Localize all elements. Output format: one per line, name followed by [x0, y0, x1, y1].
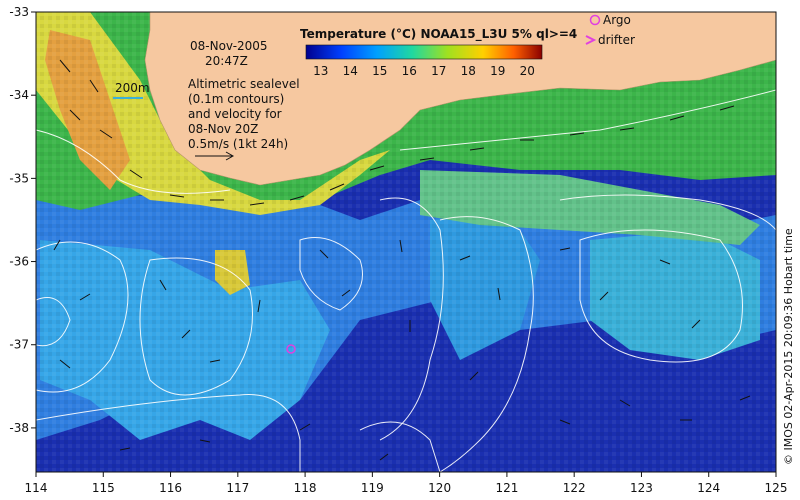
lon-tick-label: 124: [697, 481, 720, 495]
colorbar-tick-label: 14: [343, 64, 358, 78]
argo-legend-label: Argo: [603, 13, 631, 27]
desc-line-2: (0.1m contours): [188, 92, 284, 106]
desc-line-1: Altimetric sealevel: [188, 77, 300, 91]
lat-tick-label: -35: [9, 171, 29, 185]
colorbar-ticks: 13 14 15 16 17 18 19 20: [313, 64, 535, 78]
lat-tick-label: -38: [9, 421, 29, 435]
lon-tick-label: 120: [428, 481, 451, 495]
desc-line-4: 08-Nov 20Z: [188, 122, 258, 136]
scale-bar-label: 200m: [115, 81, 150, 95]
longitude-axis: 114 115 116 117 118 119 120 121 122 123 124 125: [25, 472, 788, 495]
lon-tick-label: 115: [92, 481, 115, 495]
drifter-legend-label: drifter: [598, 33, 635, 47]
colorbar-tick-label: 16: [402, 64, 417, 78]
colorbar: [305, 44, 543, 60]
velocity-scale-label: 0.5m/s (1kt 24h): [188, 137, 288, 151]
colorbar-tick-label: 15: [372, 64, 387, 78]
map-time: 20:47Z: [205, 54, 248, 68]
lon-tick-label: 119: [361, 481, 384, 495]
credit-text: © IMOS 02-Apr-2015 20:09:36 Hobart time: [782, 228, 795, 465]
argo-marker-icon: [589, 14, 601, 26]
lon-tick-label: 118: [294, 481, 317, 495]
drifter-marker-icon: [585, 35, 597, 45]
lon-tick-label: 123: [630, 481, 653, 495]
lon-tick-label: 125: [765, 481, 788, 495]
land-mass: [144, 12, 776, 186]
argo-float-icon: [286, 344, 296, 354]
map-date: 08-Nov-2005: [190, 39, 268, 53]
lon-tick-label: 114: [25, 481, 48, 495]
colorbar-tick-label: 17: [431, 64, 446, 78]
lat-tick-label: -33: [9, 5, 29, 19]
lon-tick-label: 122: [563, 481, 586, 495]
map-border: [35, 11, 777, 473]
map-area: 200m 08-Nov-2005 20:47Z Altimetric seale…: [36, 12, 776, 472]
lon-tick-label: 117: [226, 481, 249, 495]
velocity-arrows: [53, 59, 751, 461]
lat-tick-label: -36: [9, 255, 29, 269]
colorbar-title: Temperature (°C) NOAA15_L3U 5% ql>=4: [300, 27, 577, 42]
colorbar-tick-label: 20: [520, 64, 535, 78]
lat-tick-label: -34: [9, 88, 29, 102]
sealevel-contours: [36, 89, 776, 472]
lon-tick-label: 121: [495, 481, 518, 495]
latitude-axis: -33 -34 -35 -36 -37 -38: [9, 5, 36, 435]
colorbar-tick-label: 19: [490, 64, 505, 78]
colorbar-tick-label: 18: [461, 64, 476, 78]
colorbar-tick-label: 13: [313, 64, 328, 78]
lon-tick-label: 116: [159, 481, 182, 495]
desc-line-3: and velocity for: [188, 107, 282, 121]
lat-tick-label: -37: [9, 338, 29, 352]
velocity-scale-arrow: [195, 151, 235, 161]
